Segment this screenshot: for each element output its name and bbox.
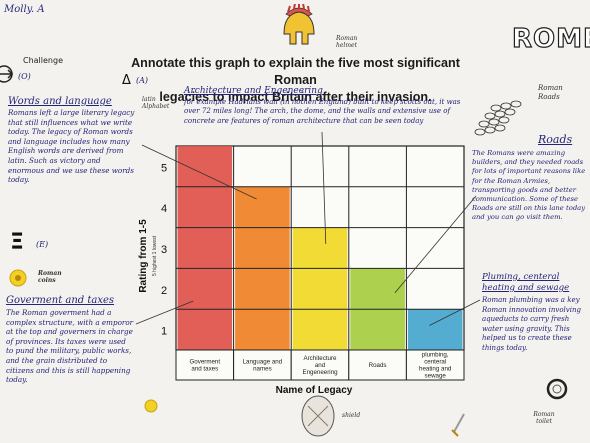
- bar-2: [235, 186, 290, 350]
- roads-text: The Romans were amazing builders, and th…: [472, 149, 586, 222]
- sword-icon: [450, 410, 468, 442]
- target-icon: [0, 64, 14, 88]
- plumbing-title: Pluming, centeral heating and sewage: [482, 272, 570, 293]
- category-box: [233, 349, 292, 381]
- sigma-icon: Ξ: [10, 230, 24, 255]
- y-tick-label: 5: [161, 162, 167, 174]
- coin-icon: [8, 268, 28, 292]
- x-tick-label: plumbing, centeral heating and sewage: [419, 352, 452, 380]
- government-title: Goverment and taxes: [6, 295, 115, 306]
- roads-sketch-label: Roman Roads: [538, 84, 563, 101]
- helmet-label: Roman helmet: [336, 35, 358, 49]
- road-icon: [474, 100, 522, 136]
- bar-5: [407, 309, 463, 350]
- page-title: Annotate this graph to explain the five …: [118, 55, 473, 106]
- annotation-arrow: [429, 299, 481, 326]
- annotation-arrow: [321, 131, 327, 244]
- annotation-arrow: [394, 195, 477, 294]
- architecture-text: for example Hadrians wall (in nothen Eng…: [184, 98, 461, 125]
- x-tick-label: Language and names: [243, 359, 283, 373]
- student-name: Molly. A: [4, 4, 45, 15]
- words-text: Romans left a large literary legacy that…: [8, 108, 135, 185]
- y-tick-label: 3: [161, 244, 167, 256]
- level-o-label: (O): [18, 72, 31, 81]
- helmet-sketch: [278, 2, 320, 52]
- bar-1: [177, 146, 233, 350]
- toilet-icon: [546, 378, 568, 406]
- y-tick-label: 1: [161, 326, 167, 338]
- bar-4: [350, 268, 405, 350]
- words-title: Words and language: [8, 96, 112, 107]
- x-tick-label: Goverment and taxes: [189, 359, 220, 373]
- annotation-arrow: [135, 300, 194, 325]
- rome-word: ROME: [511, 23, 590, 54]
- plumbing-text: Roman plumbing was a key Roman innovatio…: [482, 296, 581, 352]
- road-sketch: [472, 96, 524, 144]
- small-coin-icon: [144, 398, 158, 417]
- plot-area: [175, 145, 465, 351]
- coins-label: Roman coins: [38, 270, 62, 284]
- y-axis-sublabel: 5 highest 1 lowest: [152, 235, 158, 276]
- category-box: [348, 349, 407, 381]
- roads-title: Roads: [538, 133, 573, 146]
- x-tick-label: Architecture and Engeneering: [302, 355, 338, 376]
- level-e-label: (E): [36, 240, 49, 249]
- bar-3: [292, 227, 348, 350]
- x-tick-label: Roads: [369, 362, 387, 369]
- title-line-1: Annotate this graph to explain the five …: [131, 56, 460, 87]
- shield-label: shield: [342, 412, 361, 419]
- annotation-arrow: [141, 144, 257, 200]
- y-axis-label: Rating from 1-5: [138, 219, 149, 293]
- challenge-label: Challenge: [23, 56, 63, 65]
- shield-icon: [300, 394, 336, 442]
- toilet-label: Roman toilet: [533, 411, 555, 425]
- title-line-2: legacies to impact Britain after their i…: [159, 90, 432, 104]
- helmet-icon: [283, 2, 315, 45]
- level-a-label: (A): [136, 76, 149, 85]
- latin-alphabet-note: latin Alphabet: [142, 96, 170, 110]
- architecture-title: Architecture and Engeneering: [184, 86, 323, 96]
- government-text: The Roman goverment had a complex struct…: [6, 308, 134, 385]
- category-box: [290, 349, 350, 381]
- category-box: [405, 349, 465, 381]
- y-tick-label: 4: [161, 203, 167, 215]
- category-box: [175, 349, 235, 381]
- y-tick-label: 2: [161, 285, 167, 297]
- triangle-icon: Δ: [122, 73, 131, 88]
